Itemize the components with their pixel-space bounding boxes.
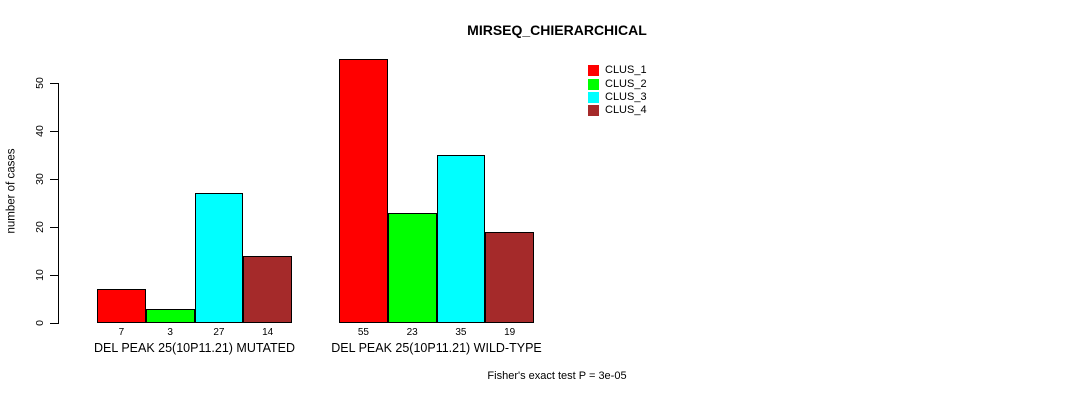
category-label: DEL PEAK 25(10P11.21) WILD-TYPE <box>331 341 542 355</box>
legend-label: CLUS_4 <box>605 104 647 117</box>
legend-item-clus_4: CLUS_4 <box>588 104 647 117</box>
legend: CLUS_1 CLUS_2 CLUS_3 CLUS_4 <box>588 64 647 118</box>
bar-value-label: 27 <box>213 327 225 338</box>
fisher-test-annotation: Fisher's exact test P = 3e-05 <box>487 370 627 382</box>
bar-value-label: 14 <box>262 327 274 338</box>
y-tick-label: 0 <box>33 320 46 326</box>
y-tick-mark <box>50 131 58 132</box>
bar-value-label: 23 <box>406 327 418 338</box>
y-tick-label: 30 <box>33 173 46 185</box>
legend-label: CLUS_1 <box>605 64 647 77</box>
bar-clus_3-group1 <box>194 193 244 323</box>
y-tick-mark <box>50 227 58 228</box>
bar-clus_4-group1 <box>243 255 292 323</box>
bar-clus_1-group1 <box>97 289 146 323</box>
y-tick-label: 50 <box>33 77 46 89</box>
bar-value-label: 55 <box>357 327 369 338</box>
bar-clus_4-group2 <box>485 231 534 323</box>
category-label: DEL PEAK 25(10P11.21) MUTATED <box>93 341 296 355</box>
bar-value-label: 7 <box>118 327 125 338</box>
y-tick-label: 40 <box>33 125 46 137</box>
legend-label: CLUS_2 <box>605 77 647 90</box>
bar-clus_2-group1 <box>145 308 195 323</box>
legend-swatch-icon <box>588 65 599 77</box>
legend-item-clus_2: CLUS_2 <box>588 77 647 90</box>
bar-value-label: 35 <box>455 327 467 338</box>
legend-item-clus_3: CLUS_3 <box>588 91 647 104</box>
y-tick-mark <box>50 275 58 276</box>
bar-clus_1-group2 <box>339 59 388 323</box>
y-tick-label: 20 <box>33 221 46 233</box>
bar-value-label: 19 <box>504 327 516 338</box>
y-axis-label: number of cases <box>5 148 18 234</box>
bar-clus_2-group2 <box>387 212 437 323</box>
bar-clus_3-group2 <box>436 155 486 323</box>
bar-value-label: 3 <box>167 327 173 338</box>
legend-swatch-icon <box>588 78 599 90</box>
legend-swatch-icon <box>588 91 599 103</box>
legend-label: CLUS_3 <box>605 90 647 103</box>
y-axis-line <box>58 83 59 324</box>
chart-title: MIRSEQ_CHIERARCHICAL <box>467 22 647 38</box>
y-tick-label: 10 <box>33 269 46 281</box>
y-tick-mark <box>50 179 58 180</box>
legend-swatch-icon <box>588 105 599 117</box>
y-tick-mark <box>50 83 58 84</box>
y-tick-mark <box>50 323 58 324</box>
legend-item-clus_1: CLUS_1 <box>588 64 647 77</box>
